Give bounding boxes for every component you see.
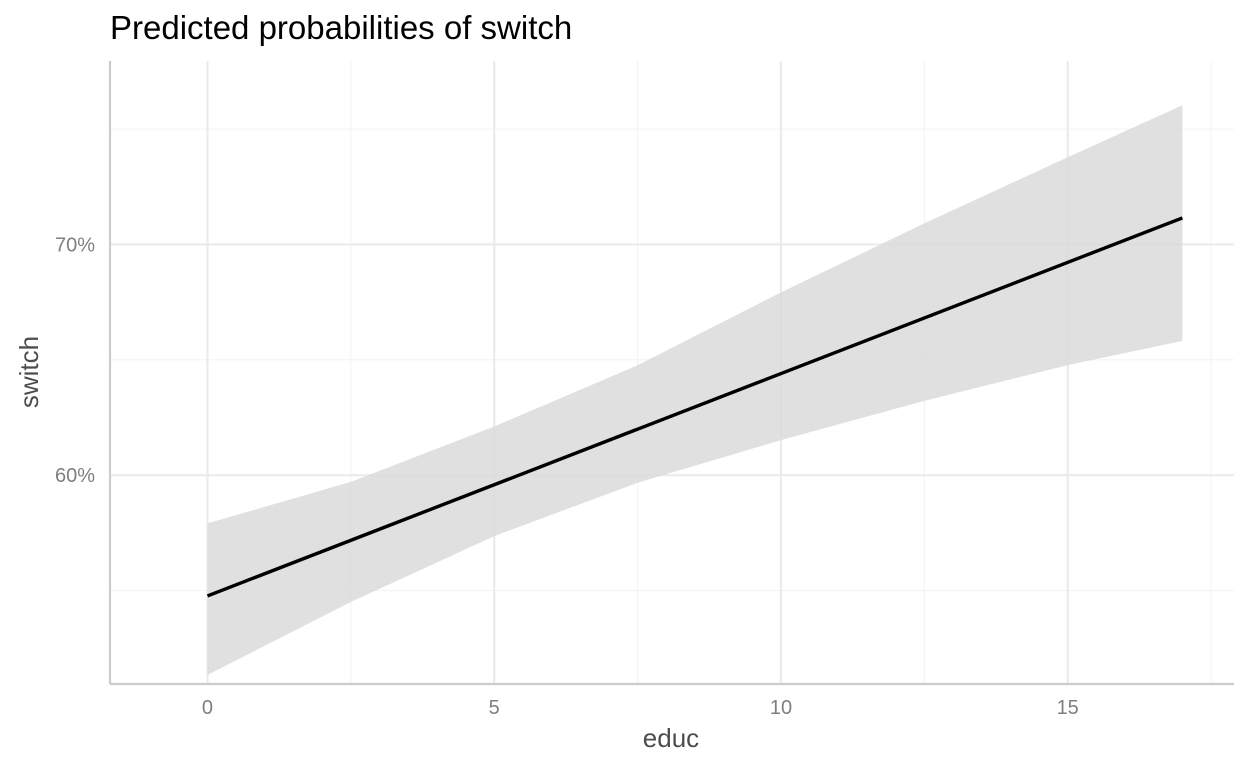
x-tick-label: 0	[202, 697, 213, 719]
y-tick-label: 70%	[55, 234, 95, 256]
y-tick-labels: 60% 70%	[55, 234, 95, 487]
confidence-band	[207, 105, 1183, 676]
x-tick-label: 10	[770, 697, 792, 719]
confidence-band-layer	[207, 105, 1183, 676]
x-tick-label: 5	[489, 697, 500, 719]
x-tick-labels: 0 5 10 15	[202, 697, 1079, 719]
predicted-probability-line	[206, 216, 1184, 598]
x-axis-title: educ	[643, 723, 699, 753]
x-tick-label: 15	[1057, 697, 1079, 719]
y-tick-label: 60%	[55, 465, 95, 487]
chart-title: Predicted probabilities of switch	[110, 9, 572, 46]
axis-lines	[108, 61, 1234, 686]
y-axis-title: switch	[14, 336, 44, 408]
prediction-line-layer	[206, 216, 1184, 598]
